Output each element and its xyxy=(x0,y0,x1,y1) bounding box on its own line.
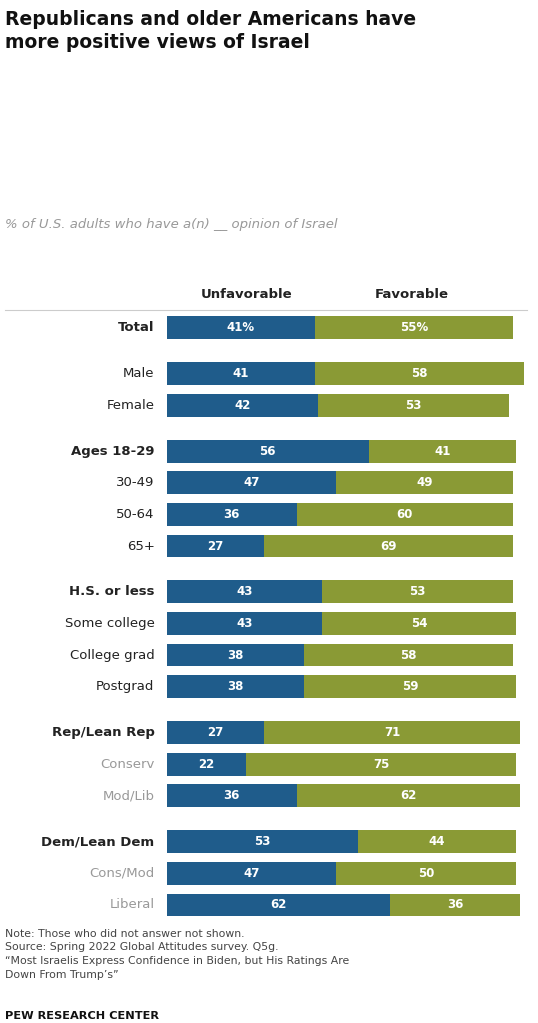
Bar xyxy=(167,472,336,494)
Text: 27: 27 xyxy=(207,539,224,552)
Text: 53: 53 xyxy=(406,399,422,412)
Text: 75: 75 xyxy=(373,758,390,770)
Text: 53: 53 xyxy=(409,585,426,598)
Text: Cons/Mod: Cons/Mod xyxy=(89,866,154,880)
Text: 60: 60 xyxy=(397,507,413,521)
Bar xyxy=(167,893,390,917)
Text: Favorable: Favorable xyxy=(375,287,449,301)
Text: Liberal: Liberal xyxy=(109,898,154,911)
Text: 22: 22 xyxy=(199,758,215,770)
Text: 54: 54 xyxy=(411,617,427,630)
Bar xyxy=(167,503,296,526)
Text: 62: 62 xyxy=(400,790,416,802)
Text: 65+: 65+ xyxy=(126,539,154,552)
Text: 44: 44 xyxy=(429,835,445,848)
Text: 41: 41 xyxy=(232,367,249,381)
Text: 38: 38 xyxy=(227,680,244,694)
Bar xyxy=(264,721,520,744)
Bar xyxy=(167,753,246,775)
Text: Dem/Lean Dem: Dem/Lean Dem xyxy=(41,835,154,848)
Text: 36: 36 xyxy=(447,898,463,911)
Text: % of U.S. adults who have a(n) __ opinion of Israel: % of U.S. adults who have a(n) __ opinio… xyxy=(5,218,338,231)
Bar xyxy=(167,316,315,340)
Bar xyxy=(369,440,516,462)
Bar xyxy=(167,440,369,462)
Text: H.S. or less: H.S. or less xyxy=(69,585,154,598)
Text: 58: 58 xyxy=(411,367,427,381)
Text: Postgrad: Postgrad xyxy=(96,680,154,694)
Text: College grad: College grad xyxy=(70,649,154,662)
Text: 41%: 41% xyxy=(226,321,254,335)
Text: 59: 59 xyxy=(402,680,419,694)
Text: Some college: Some college xyxy=(65,617,154,630)
Text: Mod/Lib: Mod/Lib xyxy=(103,790,154,802)
Bar xyxy=(318,394,509,416)
Text: 62: 62 xyxy=(270,898,287,911)
Bar xyxy=(296,503,513,526)
Bar xyxy=(296,785,520,807)
Bar xyxy=(390,893,520,917)
Text: Female: Female xyxy=(107,399,154,412)
Bar xyxy=(167,643,304,666)
Text: 47: 47 xyxy=(243,866,260,880)
Text: Male: Male xyxy=(123,367,154,381)
Bar xyxy=(167,721,264,744)
Text: 58: 58 xyxy=(400,649,416,662)
Bar xyxy=(167,785,296,807)
Bar xyxy=(358,831,516,853)
Bar xyxy=(304,643,513,666)
Text: 41: 41 xyxy=(434,445,451,457)
Bar xyxy=(246,753,516,775)
Bar xyxy=(336,862,516,885)
Text: 47: 47 xyxy=(243,477,260,489)
Text: 36: 36 xyxy=(223,507,240,521)
Text: PEW RESEARCH CENTER: PEW RESEARCH CENTER xyxy=(5,1011,159,1021)
Text: Ages 18-29: Ages 18-29 xyxy=(71,445,154,457)
Text: 43: 43 xyxy=(236,617,252,630)
Bar xyxy=(167,862,336,885)
Text: 55%: 55% xyxy=(400,321,428,335)
Bar xyxy=(304,675,516,698)
Bar xyxy=(315,316,513,340)
Text: 53: 53 xyxy=(254,835,271,848)
Text: 49: 49 xyxy=(416,477,433,489)
Text: 69: 69 xyxy=(380,539,397,552)
Text: 38: 38 xyxy=(227,649,244,662)
Text: Conserv: Conserv xyxy=(100,758,154,770)
Text: 36: 36 xyxy=(223,790,240,802)
Text: Republicans and older Americans have
more positive views of Israel: Republicans and older Americans have mor… xyxy=(5,10,416,52)
Bar xyxy=(167,394,318,416)
Bar xyxy=(315,362,523,385)
Text: Unfavorable: Unfavorable xyxy=(200,287,292,301)
Bar xyxy=(264,535,513,558)
Bar xyxy=(167,612,322,635)
Bar xyxy=(336,472,513,494)
Text: 71: 71 xyxy=(384,726,400,739)
Bar xyxy=(167,831,358,853)
Text: 27: 27 xyxy=(207,726,224,739)
Text: 50: 50 xyxy=(418,866,435,880)
Bar xyxy=(167,362,315,385)
Text: 30-49: 30-49 xyxy=(116,477,154,489)
Bar xyxy=(322,612,516,635)
Text: 50-64: 50-64 xyxy=(116,507,154,521)
Bar xyxy=(167,580,322,604)
Text: 43: 43 xyxy=(236,585,252,598)
Text: Note: Those who did not answer not shown.
Source: Spring 2022 Global Attitudes s: Note: Those who did not answer not shown… xyxy=(5,929,350,980)
Text: 56: 56 xyxy=(259,445,276,457)
Text: 42: 42 xyxy=(234,399,251,412)
Text: Rep/Lean Rep: Rep/Lean Rep xyxy=(52,726,154,739)
Bar xyxy=(167,675,304,698)
Bar xyxy=(322,580,513,604)
Bar xyxy=(167,535,264,558)
Text: Total: Total xyxy=(118,321,154,335)
